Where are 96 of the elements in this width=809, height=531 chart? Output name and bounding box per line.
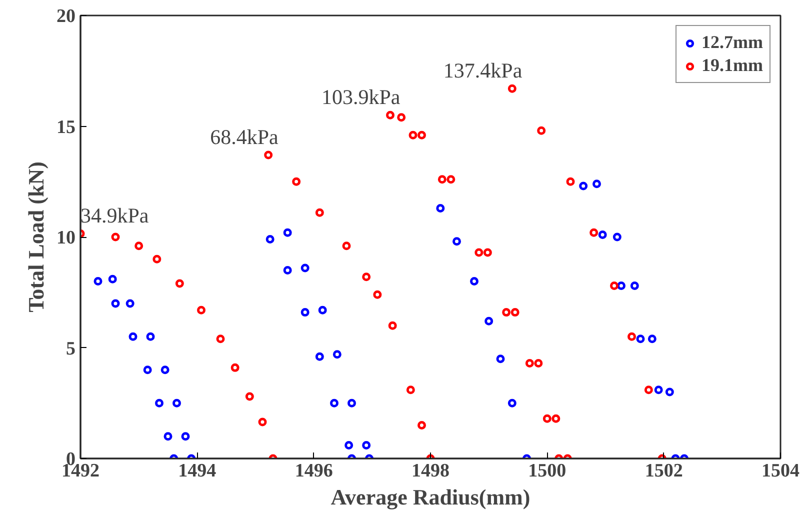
point — [579, 182, 588, 190]
point — [408, 130, 418, 140]
point — [362, 272, 371, 282]
point — [344, 440, 354, 450]
point — [474, 248, 484, 257]
y-axis-title: Total Load (kN) — [24, 162, 48, 312]
point — [108, 274, 117, 284]
point — [181, 432, 190, 441]
y-tick-label: 20 — [56, 6, 76, 27]
point — [292, 177, 301, 186]
point — [164, 432, 172, 441]
x-axis-title: Average Radius(mm) — [330, 484, 530, 510]
point — [590, 228, 598, 237]
point — [315, 352, 324, 361]
point — [258, 418, 267, 426]
point — [452, 237, 461, 246]
point — [510, 308, 520, 317]
point — [542, 414, 552, 423]
point — [552, 414, 560, 423]
annotation: 68.4kPa — [210, 125, 280, 150]
point — [470, 277, 478, 286]
annotation: 103.9kPa — [322, 85, 401, 110]
point — [330, 398, 338, 408]
point — [508, 398, 516, 408]
point — [537, 126, 546, 135]
point — [508, 84, 516, 93]
point — [665, 388, 674, 396]
point — [283, 266, 292, 274]
x-tick-label: 1494 — [178, 460, 217, 482]
point — [175, 279, 184, 288]
point — [300, 264, 310, 272]
point — [264, 150, 273, 160]
point — [152, 254, 162, 264]
point — [266, 234, 274, 244]
point — [373, 290, 382, 299]
point — [592, 180, 601, 188]
point — [143, 366, 152, 374]
point — [648, 334, 656, 344]
y-tick-label: 15 — [56, 116, 76, 138]
point — [300, 308, 310, 317]
point — [418, 421, 426, 430]
point — [525, 359, 534, 368]
point — [386, 110, 394, 120]
point — [438, 175, 446, 184]
point — [332, 350, 342, 359]
point — [630, 281, 639, 290]
point — [502, 308, 511, 317]
point — [315, 208, 324, 217]
point — [598, 230, 607, 240]
point — [172, 398, 181, 408]
x-tick-label: 1498 — [412, 460, 450, 482]
point — [418, 130, 426, 140]
legend-label: 19.1mm — [702, 55, 763, 76]
point — [397, 113, 406, 122]
point — [644, 386, 653, 394]
x-tick-label: 1504 — [762, 460, 800, 482]
legend-label: 12.7mm — [702, 32, 763, 53]
point — [318, 306, 327, 314]
point — [496, 354, 505, 364]
point — [155, 398, 164, 408]
point — [134, 242, 144, 250]
point — [126, 299, 134, 308]
point — [654, 386, 663, 394]
point — [342, 242, 351, 250]
point — [612, 232, 622, 242]
point — [283, 228, 292, 237]
point — [628, 332, 636, 341]
point — [160, 366, 170, 374]
point — [636, 334, 645, 344]
point — [111, 232, 120, 242]
point — [406, 386, 415, 394]
point — [230, 363, 240, 372]
point — [348, 398, 356, 408]
x-tick-label: 1500 — [528, 460, 566, 482]
point — [446, 175, 456, 184]
point — [566, 177, 575, 186]
point — [245, 392, 254, 401]
point — [128, 332, 138, 341]
point — [388, 321, 397, 330]
point — [362, 440, 371, 450]
point — [216, 334, 225, 344]
point — [146, 332, 155, 341]
point — [197, 306, 206, 314]
point — [436, 204, 445, 212]
point — [111, 299, 120, 308]
x-tick-label: 1496 — [294, 460, 333, 482]
point — [484, 316, 494, 326]
annotation: 137.4kPa — [443, 58, 523, 83]
y-tick-label: 10 — [56, 228, 76, 248]
point — [483, 248, 492, 257]
y-tick-label: 5 — [66, 338, 76, 360]
x-tick-label: 1502 — [644, 460, 683, 482]
point — [610, 281, 618, 290]
point — [94, 277, 102, 286]
annotation: 34.9kPa — [80, 204, 150, 228]
point — [534, 359, 543, 368]
